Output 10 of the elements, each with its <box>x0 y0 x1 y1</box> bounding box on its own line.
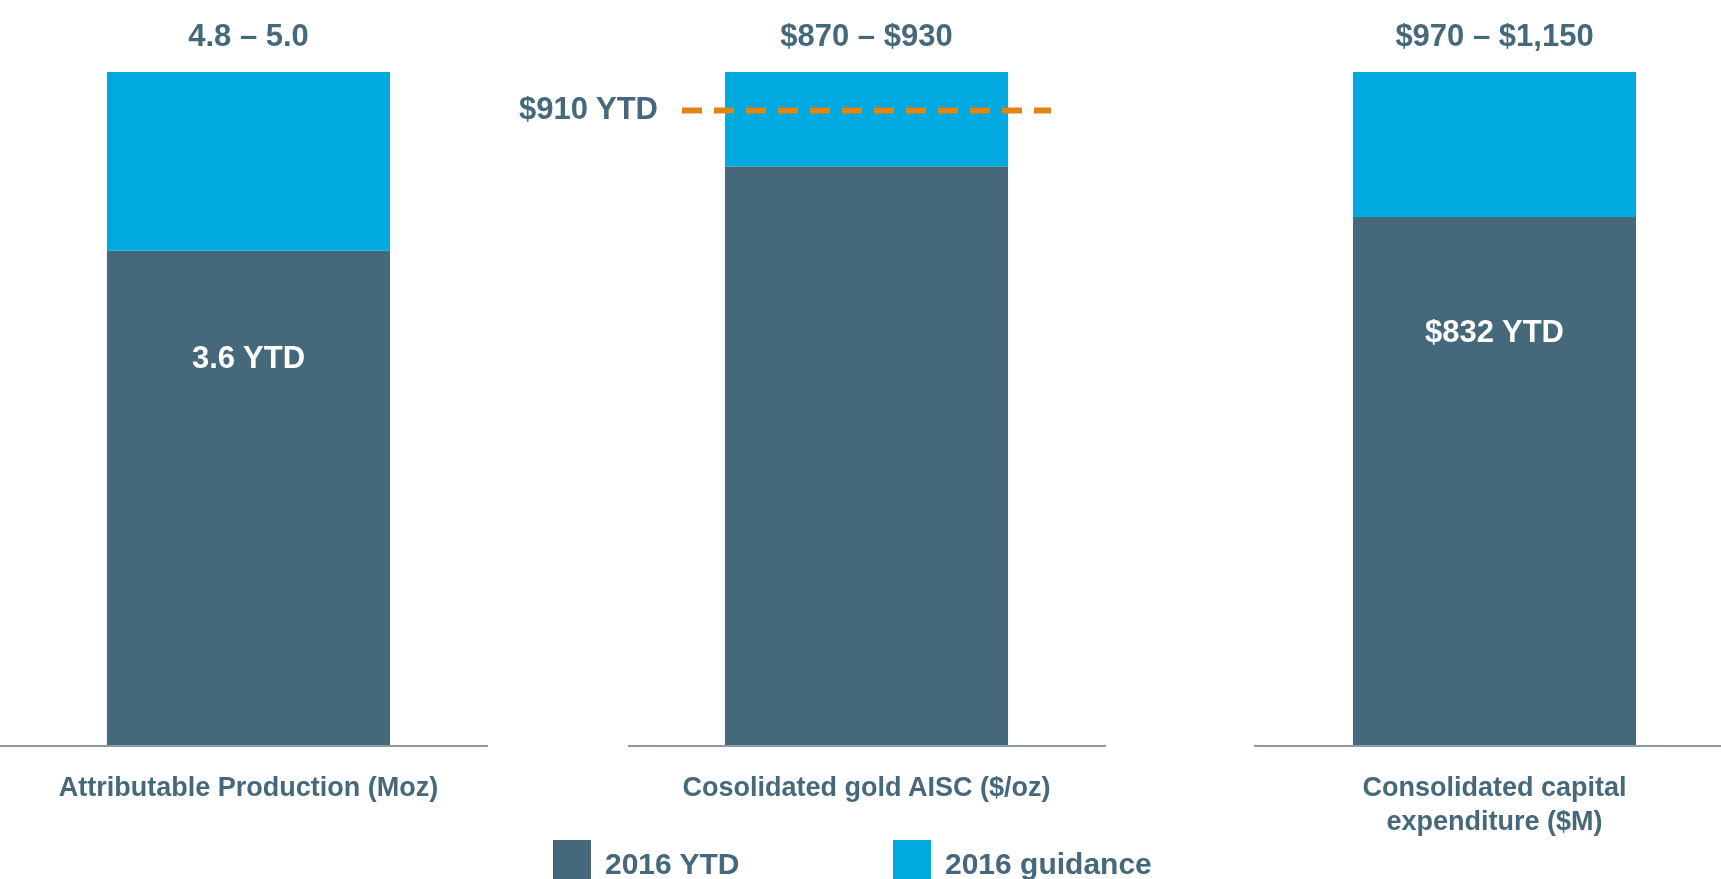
legend-label: 2016 YTD <box>605 847 740 879</box>
data-label: 3.6 YTD <box>191 339 306 375</box>
ref-line-label: $910 YTD <box>518 90 658 126</box>
data-label: $832 YTD <box>1424 313 1565 349</box>
total-label: $970 – $1,150 <box>1395 18 1594 53</box>
x-axis-title: Cosolidated gold AISC ($/oz) <box>682 772 1051 802</box>
total-label: 4.8 – 5.0 <box>188 18 309 53</box>
x-axis-title: Consolidated capital expenditure ($M) <box>1362 772 1627 836</box>
total-label: $870 – $930 <box>780 18 953 53</box>
x-axis-title: Attributable Production (Moz) <box>58 772 439 802</box>
